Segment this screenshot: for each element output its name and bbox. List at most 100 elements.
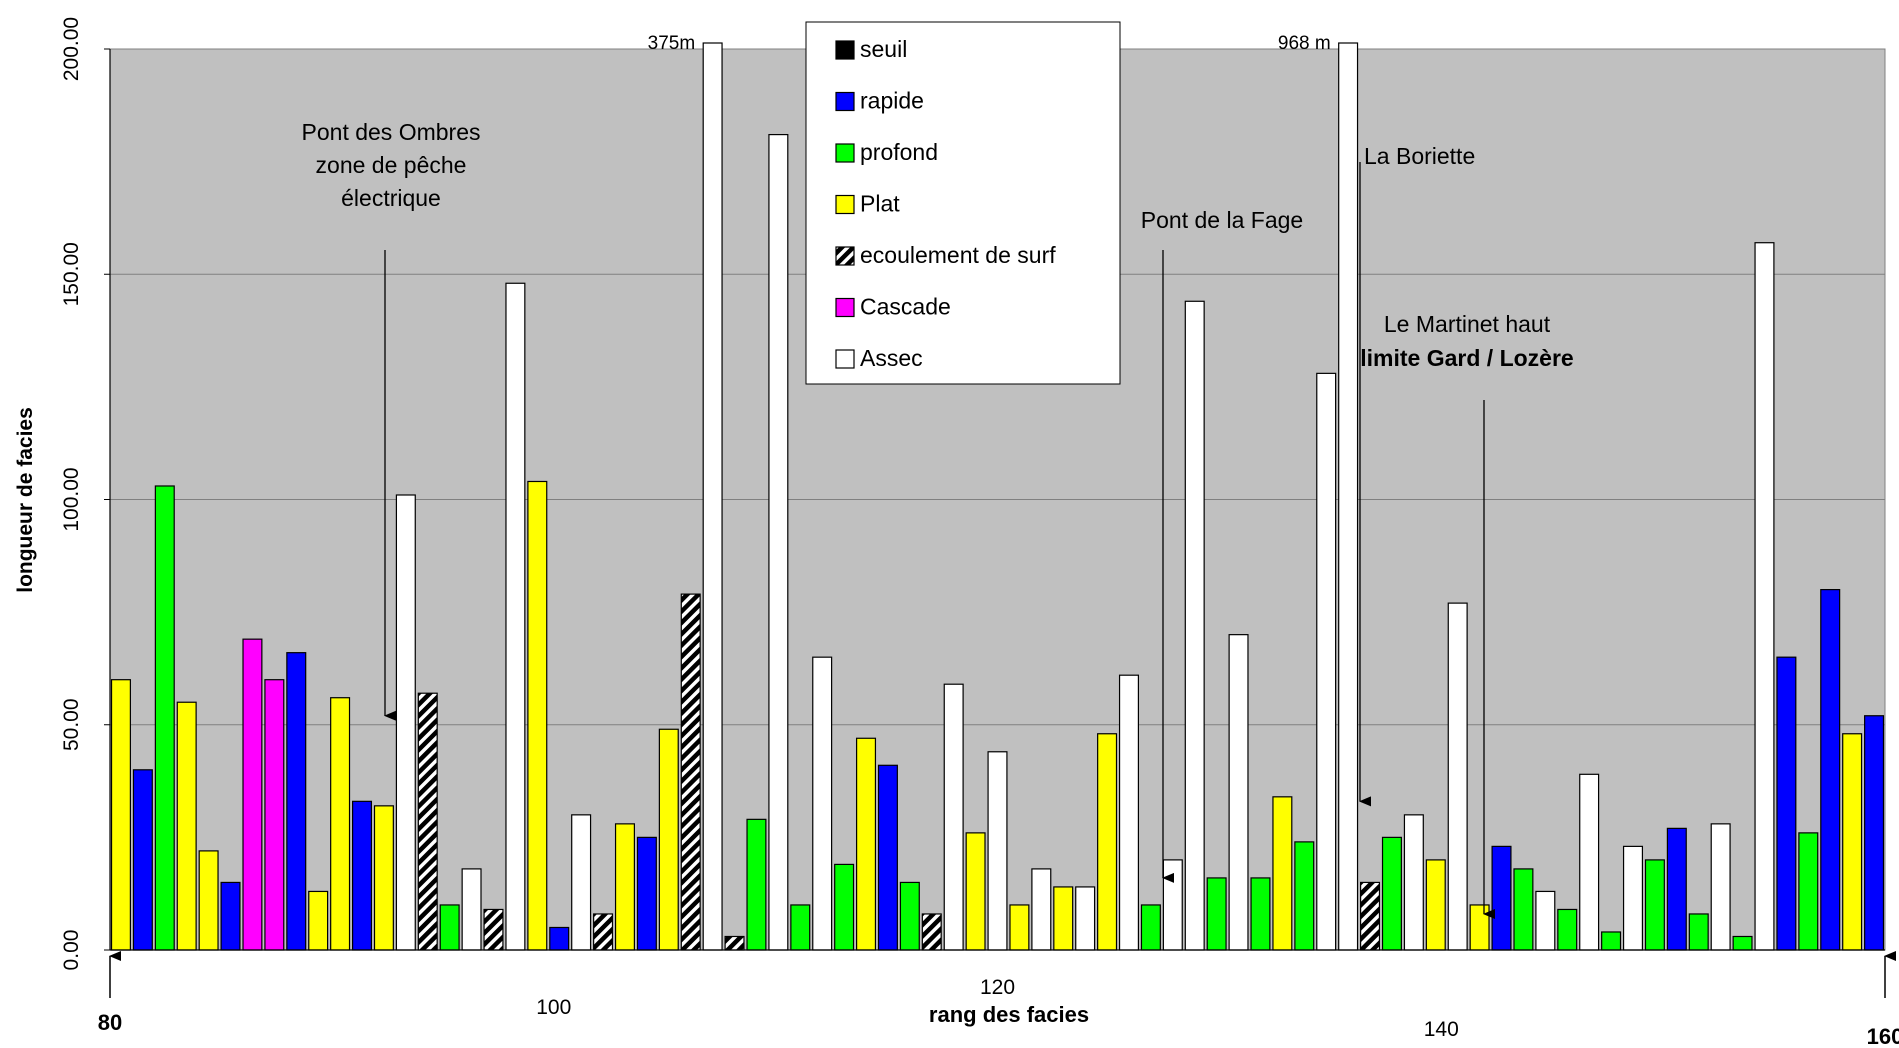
x-tick-label: 80 bbox=[98, 1010, 122, 1035]
bar-ecoulement-de-surf bbox=[921, 913, 942, 951]
bar-rapide bbox=[1820, 588, 1841, 951]
annotation-text: électrique bbox=[341, 185, 441, 211]
bar-plat bbox=[110, 679, 131, 951]
annotation-text: limite Gard / Lozère bbox=[1360, 345, 1573, 371]
bar-assec bbox=[1184, 300, 1205, 951]
bar-profond bbox=[790, 904, 811, 951]
bar-profond bbox=[1140, 904, 1161, 951]
legend-swatch-rapide bbox=[835, 91, 855, 112]
bar-ecoulement-de-surf bbox=[1360, 881, 1381, 951]
bar-profond bbox=[1688, 913, 1709, 951]
bar-plat bbox=[1009, 904, 1030, 951]
bar-profond bbox=[746, 818, 767, 951]
annotation-text: Le Martinet haut bbox=[1384, 311, 1551, 337]
legend-label: Assec bbox=[860, 345, 923, 371]
y-tick-label: 50.00 bbox=[60, 698, 83, 751]
bar-rapide bbox=[877, 764, 898, 951]
bar-assec bbox=[1118, 674, 1140, 951]
y-tick-label: 200.00 bbox=[60, 17, 83, 81]
bar-assec bbox=[768, 133, 789, 951]
bar-profond bbox=[1798, 832, 1819, 951]
bar-assec bbox=[987, 751, 1008, 951]
annotation-text: Pont de la Fage bbox=[1141, 207, 1303, 233]
bar-plat bbox=[330, 697, 351, 951]
legend-swatch-plat bbox=[835, 194, 855, 215]
bar-rapide bbox=[549, 926, 570, 951]
bar-rapide bbox=[1864, 715, 1885, 951]
bar-rapide bbox=[636, 836, 657, 951]
bar-assec bbox=[812, 656, 833, 951]
bar-assec bbox=[1447, 602, 1468, 951]
legend-label: rapide bbox=[860, 88, 924, 114]
bar-assec bbox=[1710, 823, 1731, 951]
bar-ecoulement-de-surf bbox=[680, 593, 701, 951]
bar-assec bbox=[1228, 634, 1249, 951]
bar-profond bbox=[1206, 877, 1227, 951]
bar-profond bbox=[1250, 877, 1271, 951]
bar-cascade bbox=[264, 679, 285, 951]
bar-plat bbox=[308, 890, 329, 951]
x-tick-label: 100 bbox=[536, 996, 571, 1019]
y-tick-label: 100.00 bbox=[60, 467, 83, 531]
bar-assec bbox=[461, 868, 482, 951]
bar-assec bbox=[1031, 868, 1052, 951]
bar-profond bbox=[1513, 868, 1534, 951]
bar-plat bbox=[965, 832, 986, 951]
bar-assec bbox=[1162, 859, 1183, 951]
bar-profond bbox=[1732, 935, 1753, 951]
x-axis: 80 100 120 140 160 bbox=[98, 949, 1899, 1048]
x-tick-label: 160 bbox=[1867, 1024, 1899, 1048]
legend: seuil rapide profond Plat ecoulement de surf… bbox=[805, 21, 1121, 385]
bar-cascade bbox=[242, 638, 263, 951]
bar-ecoulement-de-surf bbox=[593, 913, 614, 951]
bar-plat bbox=[373, 805, 394, 951]
legend-swatch-ecoulement-de-surf bbox=[835, 246, 855, 266]
legend-label: Plat bbox=[860, 191, 900, 217]
legend-label: ecoulement de surf bbox=[860, 242, 1056, 268]
bar-assec bbox=[1403, 814, 1424, 951]
bar-plat bbox=[1272, 796, 1293, 951]
legend-label: Cascade bbox=[860, 294, 951, 320]
bar-value-label: 968 m bbox=[1278, 33, 1331, 54]
annotation-text: zone de pêche bbox=[316, 152, 467, 178]
bar-assec bbox=[1754, 242, 1775, 951]
bar-assec bbox=[1579, 773, 1600, 951]
bar-rapide bbox=[220, 881, 241, 951]
bar-profond bbox=[1557, 908, 1578, 951]
bar-rapide bbox=[286, 652, 307, 951]
legend-swatch-cascade bbox=[835, 297, 855, 318]
bar-plat bbox=[527, 480, 548, 951]
bar-rapide bbox=[1491, 845, 1512, 951]
bar-rapide bbox=[1776, 656, 1797, 951]
legend-box bbox=[805, 21, 1121, 385]
bar-ecoulement-de-surf bbox=[724, 935, 745, 951]
bar-profond bbox=[899, 881, 920, 951]
bar-plat bbox=[1053, 886, 1074, 951]
bar-profond bbox=[1601, 931, 1622, 951]
bar-plat bbox=[855, 737, 877, 951]
bar-profond bbox=[1644, 859, 1665, 951]
bar-profond bbox=[439, 904, 460, 951]
legend-label: seuil bbox=[860, 36, 907, 62]
legend-swatch-assec bbox=[835, 349, 855, 369]
bar-assec bbox=[1338, 42, 1359, 951]
y-tick-label: 150.00 bbox=[60, 242, 83, 306]
bar-ecoulement-de-surf bbox=[417, 692, 438, 951]
bar-rapide bbox=[1666, 827, 1687, 951]
y-axis: 0.00 50.00 100.00 150.00 200.00 bbox=[60, 17, 111, 970]
bar-value-label: 375m bbox=[648, 33, 696, 54]
bar-assec bbox=[702, 42, 723, 951]
legend-label: profond bbox=[860, 139, 938, 165]
bar-assec bbox=[943, 683, 964, 951]
bar-profond bbox=[154, 485, 175, 951]
bar-assec bbox=[1316, 372, 1337, 951]
annotation-text: La Boriette bbox=[1364, 143, 1475, 169]
x-axis-label: rang des facies bbox=[929, 1002, 1089, 1027]
bar-assec bbox=[1622, 845, 1644, 951]
annotations: Pont des Ombres zone de pêche électrique Po… bbox=[302, 119, 1574, 919]
bar-plat bbox=[614, 823, 635, 951]
bar-ecoulement-de-surf bbox=[483, 908, 504, 951]
bar-assec bbox=[395, 494, 416, 951]
legend-swatch-profond bbox=[835, 143, 855, 163]
